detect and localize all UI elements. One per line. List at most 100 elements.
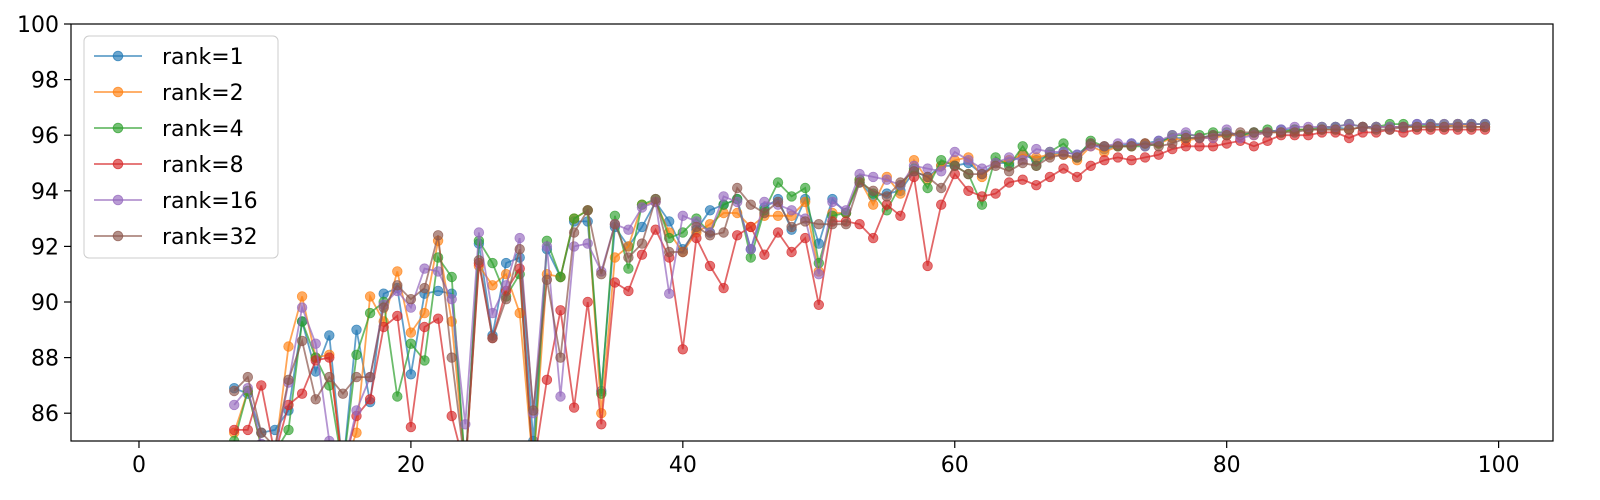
data-point (623, 224, 634, 235)
data-point (446, 352, 457, 363)
data-point (732, 182, 743, 194)
data-point (432, 230, 444, 241)
y-tick-label: 88 (31, 347, 59, 372)
data-point (541, 374, 553, 386)
data-point (1303, 124, 1314, 135)
data-point (500, 294, 512, 305)
data-point (1452, 121, 1464, 133)
data-point (582, 238, 593, 249)
data-point (351, 349, 362, 361)
data-point (351, 405, 362, 416)
data-point (786, 205, 797, 216)
y-tick-label: 94 (31, 180, 59, 205)
legend-marker (112, 86, 124, 98)
data-point (1085, 138, 1096, 149)
data-point (786, 221, 797, 233)
data-point (283, 374, 294, 386)
data-point (270, 450, 280, 460)
data-point (270, 442, 280, 452)
data-point (500, 257, 512, 269)
data-point (257, 442, 267, 452)
legend-label: rank=8 (162, 153, 244, 178)
data-point (596, 419, 607, 430)
data-point (1031, 179, 1042, 191)
data-point (1058, 163, 1069, 174)
data-point (1003, 166, 1015, 177)
data-point (514, 232, 525, 244)
data-point (936, 154, 947, 166)
legend: rank=1 rank=2 rank=4 rank=8 rank=16 rank=32 (83, 35, 279, 259)
data-point (257, 442, 267, 452)
plot-frame (70, 23, 1554, 442)
data-point (1085, 160, 1096, 172)
data-point (922, 260, 933, 272)
data-point (270, 447, 280, 457)
data-point (351, 371, 362, 383)
data-point (718, 282, 729, 294)
data-point (392, 391, 403, 402)
data-point (514, 243, 525, 255)
legend-label: rank=32 (162, 225, 258, 250)
data-point (392, 310, 403, 322)
data-point (1017, 157, 1028, 169)
data-point (772, 210, 784, 222)
data-point (555, 305, 566, 316)
data-point (1438, 121, 1450, 133)
data-point (378, 302, 389, 313)
y-tick-label: 96 (31, 124, 59, 149)
data-point (338, 464, 348, 474)
data-point (868, 199, 879, 210)
data-point (432, 313, 444, 324)
data-point (1343, 124, 1355, 135)
data-point (854, 218, 865, 230)
data-point (1031, 160, 1042, 172)
data-point (1398, 121, 1409, 133)
data-point (922, 182, 933, 194)
data-point (745, 221, 757, 233)
data-point (1262, 127, 1273, 138)
data-point (473, 255, 485, 266)
data-point (1099, 154, 1110, 166)
legend-item: rank=8 (94, 153, 244, 178)
data-point (1330, 124, 1341, 135)
legend-marker (112, 158, 124, 170)
data-point (745, 199, 757, 210)
data-point (759, 196, 770, 208)
data-point (895, 210, 906, 222)
data-point (529, 464, 539, 474)
data-point (419, 282, 430, 294)
x-tick-label: 0 (132, 453, 146, 478)
data-point (310, 394, 321, 405)
data-point (338, 464, 348, 474)
data-point (1139, 138, 1151, 149)
data-point (296, 302, 308, 313)
y-tick-label: 86 (31, 402, 59, 427)
data-point (895, 177, 906, 188)
data-point (1425, 121, 1436, 133)
data-point (229, 435, 240, 441)
data-point (528, 405, 539, 416)
data-point (1112, 152, 1124, 163)
data-point (555, 391, 566, 402)
data-point (461, 464, 471, 474)
legend-item: rank=32 (94, 225, 258, 250)
data-point (1017, 141, 1028, 152)
data-point (936, 166, 947, 177)
legend-label: rank=1 (162, 45, 244, 70)
data-point (1017, 174, 1028, 185)
data-point (405, 369, 417, 380)
data-point (650, 193, 661, 205)
data-point (664, 246, 675, 258)
data-point (1071, 152, 1083, 163)
data-point (1248, 141, 1260, 152)
data-point (949, 160, 961, 172)
y-tick-label: 90 (31, 291, 59, 316)
data-point (800, 182, 811, 194)
data-point (813, 218, 825, 230)
data-point (908, 166, 920, 177)
data-point (704, 260, 716, 272)
data-point (1126, 154, 1137, 166)
data-point (1099, 141, 1110, 152)
data-point (677, 210, 689, 222)
legend-item: rank=4 (94, 117, 244, 142)
